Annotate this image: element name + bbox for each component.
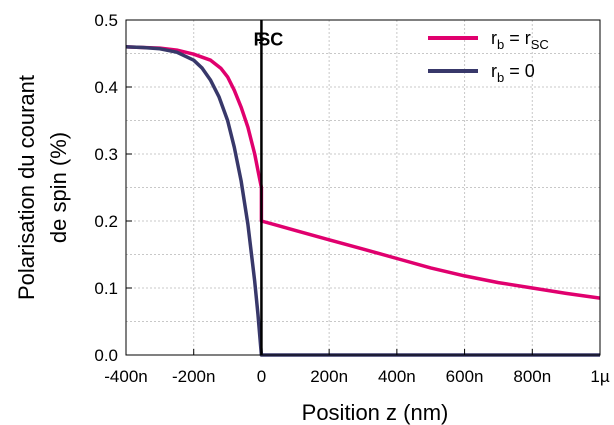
x-tick-label: 400n xyxy=(378,367,416,386)
y-tick-label: 0.0 xyxy=(94,346,118,365)
y-axis-title-line1: Polarisation du courant xyxy=(14,75,39,300)
x-tick-label: -400n xyxy=(104,367,147,386)
y-tick-label: 0.3 xyxy=(94,145,118,164)
y-tick-label: 0.2 xyxy=(94,212,118,231)
series-layer xyxy=(125,45,601,357)
legend: rb = rSC rb = 0 xyxy=(428,28,549,85)
x-tick-label: 600n xyxy=(446,367,484,386)
series-line-2 xyxy=(125,45,600,357)
grid-layer xyxy=(126,20,600,355)
ticks-layer: -400n -200n 0 200n 400n 600n 800n 1µ 0.0 0.1 0.2 0.… xyxy=(94,11,609,386)
x-tick-label: 0 xyxy=(257,367,266,386)
y-tick-label: 0.4 xyxy=(94,78,118,97)
x-tick-label: 1µ xyxy=(590,367,609,386)
legend-label: rb = rSC xyxy=(491,28,549,52)
plot-frame xyxy=(125,19,601,356)
series-line-1 xyxy=(125,45,601,300)
annotation-layer: FSC xyxy=(254,29,284,49)
y-tick-label: 0.1 xyxy=(94,279,118,298)
x-tick-label: -200n xyxy=(172,367,215,386)
x-axis-title: Position z (nm) xyxy=(302,400,449,425)
region-label: SC xyxy=(258,29,283,49)
y-axis-title-line2: de spin (%) xyxy=(46,132,71,243)
legend-label: rb = 0 xyxy=(491,61,535,85)
y-tick-label: 0.5 xyxy=(94,11,118,30)
x-tick-label: 200n xyxy=(310,367,348,386)
x-tick-label: 800n xyxy=(513,367,551,386)
region-label: F xyxy=(254,29,265,49)
